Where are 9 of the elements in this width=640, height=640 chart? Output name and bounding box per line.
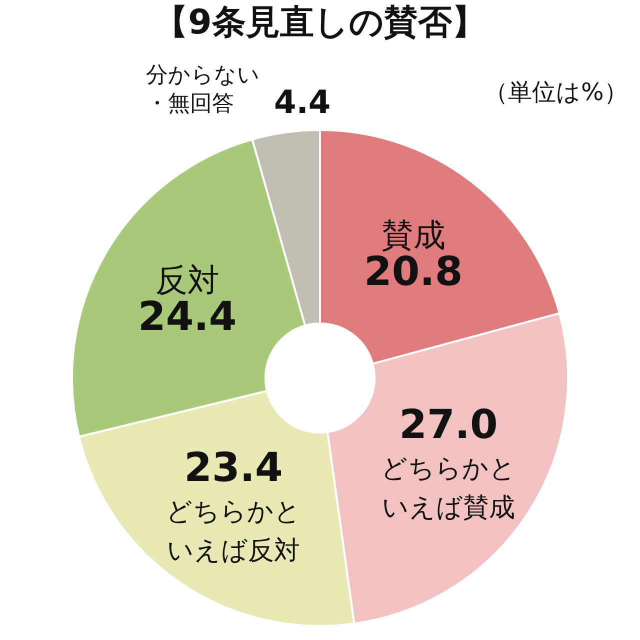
slice-label: どちらかといえば賛成 (381, 454, 516, 523)
slice-label: 賛成 (381, 216, 446, 254)
slice-label: どちらかといえば反対 (166, 497, 301, 566)
slice-label: 分からない・無回答 (146, 63, 260, 117)
chart-title: 【9条見直しの賛否】 (154, 2, 486, 42)
data-label: 23.4 (184, 445, 283, 491)
data-label: 27.0 (399, 402, 498, 448)
data-label: 4.4 (274, 83, 331, 121)
text: （単位は%） (484, 78, 628, 106)
